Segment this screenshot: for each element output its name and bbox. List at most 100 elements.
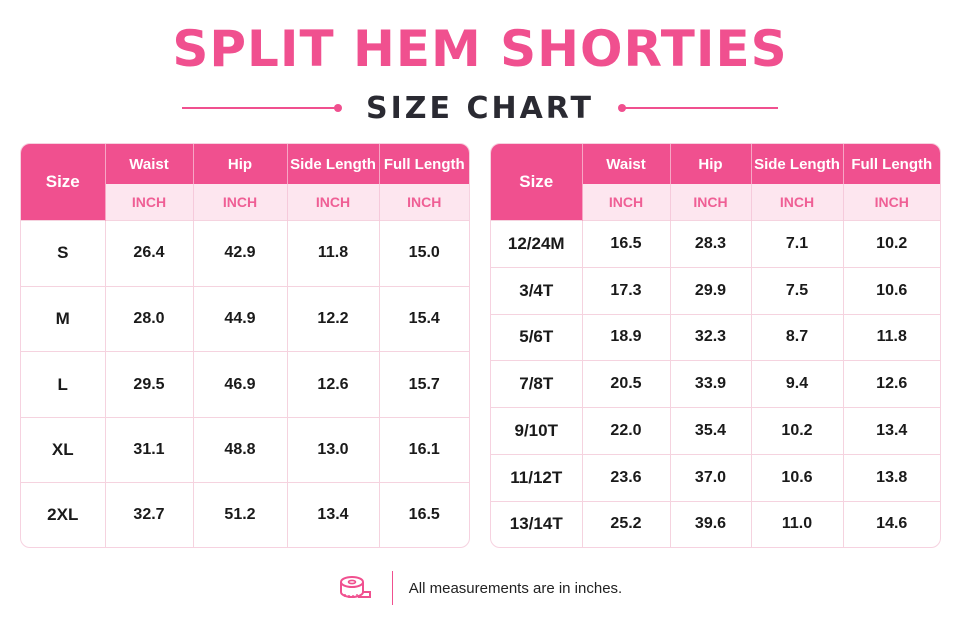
unit-label: INCH	[843, 184, 940, 221]
measurement-cell: 16.5	[379, 482, 469, 547]
measurement-cell: 11.0	[751, 500, 844, 547]
column-header-side-length: Side Length	[287, 144, 380, 184]
measurement-cell: 42.9	[193, 220, 288, 287]
measurement-cell: 35.4	[670, 407, 752, 455]
page-subtitle: SIZE CHART	[365, 90, 595, 126]
column-header-size: Size	[491, 144, 583, 221]
measurement-cell: 32.3	[670, 313, 752, 361]
table-row: 7/8T 20.5 33.9 9.4 12.6	[491, 360, 940, 408]
table-row: S 26.4 42.9 11.8 15.0	[21, 220, 469, 287]
measurement-cell: 29.5	[105, 351, 194, 418]
size-cell: 9/10T	[491, 407, 583, 455]
measurement-cell: 18.9	[582, 313, 671, 361]
column-header-side-length: Side Length	[751, 144, 844, 184]
size-cell: S	[21, 220, 106, 287]
size-table-adult-grid: Size Waist Hip Side Length Full Length INCH IN…	[21, 144, 469, 547]
page-title: SPLIT HEM SHORTIES	[172, 20, 788, 78]
subtitle-row: SIZE CHART	[0, 86, 960, 130]
table-row: 13/14T 25.2 39.6 11.0 14.6	[491, 500, 940, 547]
size-cell: 11/12T	[491, 453, 583, 502]
measurement-cell: 37.0	[670, 453, 752, 502]
measurement-cell: 12.2	[287, 285, 380, 352]
unit-label: INCH	[582, 184, 671, 221]
size-cell: 12/24M	[491, 220, 583, 268]
measurement-cell: 16.1	[379, 416, 469, 483]
header-row: Size Waist Hip Side Length Full Length	[21, 144, 469, 221]
measurement-cell: 12.6	[843, 360, 940, 408]
measurement-cell: 11.8	[843, 313, 940, 361]
unit-label: INCH	[751, 184, 844, 221]
size-cell: 2XL	[21, 482, 106, 547]
measurement-cell: 31.1	[105, 416, 194, 483]
measurement-cell: 13.4	[287, 482, 380, 547]
measurement-cell: 13.0	[287, 416, 380, 483]
size-table-adult: Size Waist Hip Side Length Full Length INCH IN…	[20, 143, 470, 548]
table-row: XL 31.1 48.8 13.0 16.1	[21, 416, 469, 483]
measurement-cell: 33.9	[670, 360, 752, 408]
footer-note: All measurements are in inches.	[408, 579, 623, 597]
column-header-hip: Hip	[193, 144, 288, 184]
unit-row: INCH INCH INCH INCH	[21, 184, 469, 221]
size-cell: 7/8T	[491, 360, 583, 408]
measurement-cell: 15.0	[379, 220, 469, 287]
measurement-cell: 32.7	[105, 482, 194, 547]
measurement-cell: 12.6	[287, 351, 380, 418]
table-row: M 28.0 44.9 12.2 15.4	[21, 285, 469, 352]
subtitle-divider-right	[618, 104, 779, 112]
column-header-full-length: Full Length	[379, 144, 469, 184]
measurement-cell: 23.6	[582, 453, 671, 502]
measurement-cell: 13.8	[843, 453, 940, 502]
table-row: 11/12T 23.6 37.0 10.6 13.8	[491, 453, 940, 502]
column-header-full-length: Full Length	[843, 144, 940, 184]
unit-label: INCH	[193, 184, 288, 221]
measurement-cell: 9.4	[751, 360, 844, 408]
measurement-cell: 15.4	[379, 285, 469, 352]
measurement-cell: 46.9	[193, 351, 288, 418]
column-header-waist: Waist	[582, 144, 671, 184]
footer-divider	[391, 571, 393, 605]
measurement-cell: 7.1	[751, 220, 844, 268]
footer: All measurements are in inches.	[0, 568, 960, 608]
measurement-cell: 29.9	[670, 266, 752, 315]
size-cell: L	[21, 351, 106, 418]
measurement-cell: 11.8	[287, 220, 380, 287]
measurement-cell: 8.7	[751, 313, 844, 361]
size-table-kids: Size Waist Hip Side Length Full Length INCH IN…	[490, 143, 941, 548]
measurement-cell: 26.4	[105, 220, 194, 287]
measurement-cell: 16.5	[582, 220, 671, 268]
measurement-cell: 10.2	[843, 220, 940, 268]
column-header-waist: Waist	[105, 144, 194, 184]
unit-row: INCH INCH INCH INCH	[491, 184, 940, 221]
measurement-cell: 10.6	[751, 453, 844, 502]
unit-label: INCH	[670, 184, 752, 221]
size-table-kids-grid: Size Waist Hip Side Length Full Length INCH IN…	[491, 144, 940, 547]
unit-label: INCH	[379, 184, 469, 221]
table-row: 2XL 32.7 51.2 13.4 16.5	[21, 482, 469, 547]
size-cell: 3/4T	[491, 266, 583, 315]
header-row: Size Waist Hip Side Length Full Length	[491, 144, 940, 221]
measurement-cell: 15.7	[379, 351, 469, 418]
measurement-cell: 22.0	[582, 407, 671, 455]
size-cell: 13/14T	[491, 500, 583, 547]
measurement-cell: 10.6	[843, 266, 940, 315]
table-row: 5/6T 18.9 32.3 8.7 11.8	[491, 313, 940, 361]
measurement-cell: 48.8	[193, 416, 288, 483]
size-cell: XL	[21, 416, 106, 483]
measurement-cell: 28.0	[105, 285, 194, 352]
measurement-cell: 51.2	[193, 482, 288, 547]
measurement-cell: 7.5	[751, 266, 844, 315]
measurement-cell: 17.3	[582, 266, 671, 315]
measurement-cell: 13.4	[843, 407, 940, 455]
subtitle-divider-left	[181, 104, 342, 112]
unit-label: INCH	[287, 184, 380, 221]
measurement-cell: 14.6	[843, 500, 940, 547]
table-row: 12/24M 16.5 28.3 7.1 10.2	[491, 220, 940, 268]
size-cell: 5/6T	[491, 313, 583, 361]
measuring-tape-icon	[339, 576, 371, 598]
size-cell: M	[21, 285, 106, 352]
table-row: L 29.5 46.9 12.6 15.7	[21, 351, 469, 418]
unit-label: INCH	[105, 184, 194, 221]
table-row: 3/4T 17.3 29.9 7.5 10.6	[491, 266, 940, 315]
column-header-hip: Hip	[670, 144, 752, 184]
measurement-cell: 39.6	[670, 500, 752, 547]
